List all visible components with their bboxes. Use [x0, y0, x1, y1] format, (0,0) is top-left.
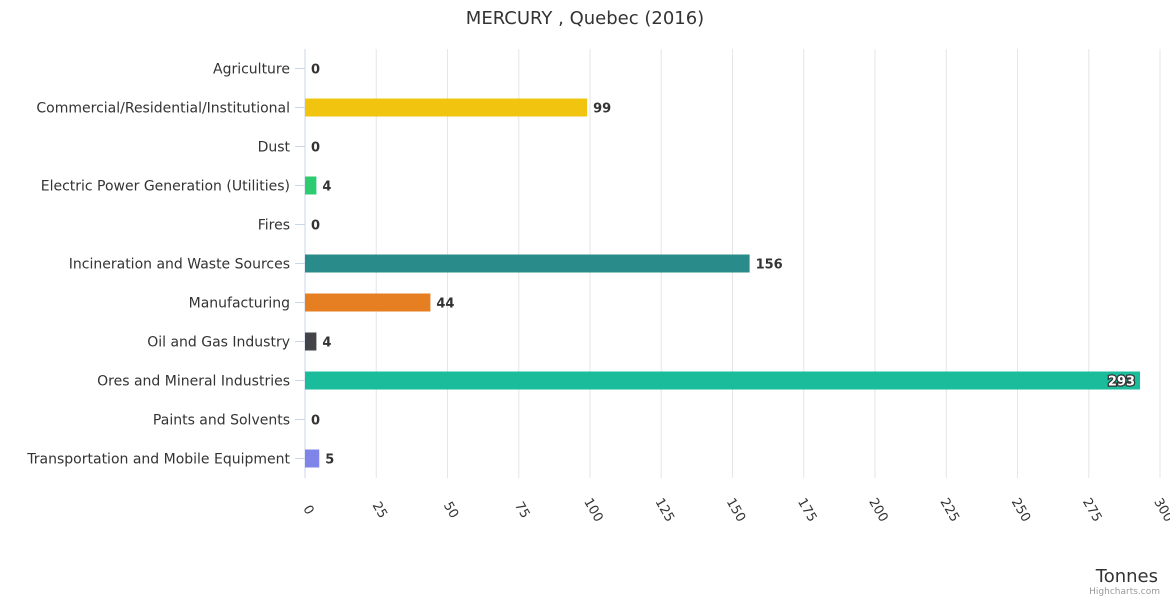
category-label: Dust [258, 140, 291, 156]
category-label: Electric Power Generation (Utilities) [41, 179, 290, 195]
category-label: Fires [258, 218, 290, 234]
bar[interactable] [305, 449, 320, 468]
chart-title: MERCURY , Quebec (2016) [466, 8, 704, 29]
bar[interactable] [305, 332, 317, 351]
credits-link[interactable]: Highcharts.com [1089, 587, 1160, 597]
category-label: Manufacturing [189, 296, 290, 312]
bar[interactable] [305, 293, 431, 312]
data-label: 156 [756, 258, 783, 273]
bar[interactable] [305, 371, 1141, 390]
category-label: Agriculture [213, 62, 290, 78]
bar[interactable] [305, 176, 317, 195]
category-axis-labels: Agriculture Commercial/Residential/Instit… [26, 62, 305, 468]
category-label: Ores and Mineral Industries [97, 374, 290, 390]
tick-label: 25 [369, 499, 390, 521]
data-label: 0 [311, 414, 320, 429]
category-label: Oil and Gas Industry [147, 335, 290, 351]
bar[interactable] [305, 98, 588, 117]
value-axis-title: Tonnes [1095, 566, 1158, 587]
data-label: 0 [311, 63, 320, 78]
bar[interactable] [305, 254, 750, 273]
tick-label: 50 [440, 499, 461, 521]
tick-label: 75 [511, 499, 532, 521]
category-label: Transportation and Mobile Equipment [26, 452, 290, 468]
data-label: 0 [311, 141, 320, 156]
data-label: 5 [325, 453, 334, 468]
data-label: 44 [436, 297, 454, 312]
data-label: 99 [593, 102, 611, 117]
data-label: 0 [311, 219, 320, 234]
category-label: Commercial/Residential/Institutional [36, 101, 290, 117]
category-label: Incineration and Waste Sources [69, 257, 290, 273]
data-label: 4 [322, 180, 331, 195]
data-label: 4 [322, 336, 331, 351]
bar-series [305, 98, 1141, 468]
data-label: 293 [1108, 375, 1135, 390]
category-label: Paints and Solvents [153, 413, 290, 429]
